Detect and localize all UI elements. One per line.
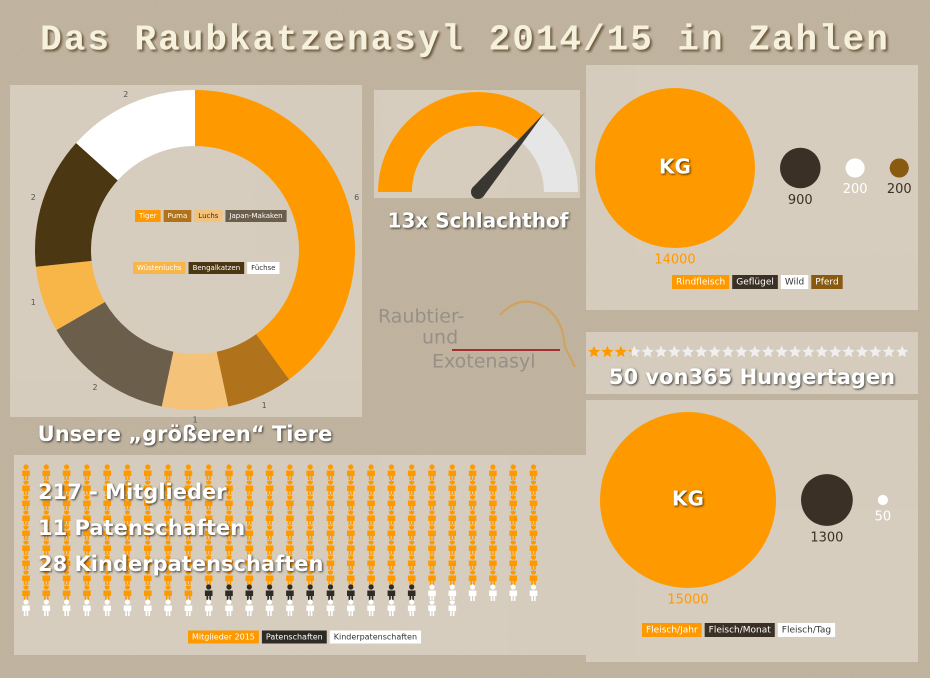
needle-hub [471, 185, 485, 199]
legend-label: Wild [785, 278, 804, 288]
data-label: 1 [31, 298, 36, 307]
legend-swatch [780, 275, 809, 289]
data-label: 1 [192, 416, 197, 425]
logo-line: und [422, 327, 458, 349]
legend-label: Bengalkatzen [193, 264, 241, 272]
data-label: 2 [93, 383, 98, 392]
donut-segment [35, 260, 105, 330]
legend-label: Japan-Makaken [228, 212, 282, 220]
page-title: Das Raubkatzenasyl 2014/15 in Zahlen [40, 20, 890, 61]
data-label: 1 [262, 401, 267, 410]
data-label: 15000 [667, 593, 708, 608]
donut-segment [56, 302, 174, 407]
legend-swatch [704, 623, 775, 637]
pictogram-icons [22, 464, 538, 601]
legend-label: Fleisch/Jahr [646, 626, 698, 636]
data-label: 900 [788, 193, 813, 208]
bubble [600, 412, 776, 588]
rating-label: 50 von365 Hungertagen [609, 365, 895, 389]
pictogram-label: 217 - Mitglieder [38, 480, 227, 504]
legend-swatch [811, 275, 843, 289]
donut-segment [195, 90, 355, 380]
legend-swatch [194, 210, 223, 222]
bubble-unit: KG [672, 487, 704, 511]
legend-label: Patenschaften [266, 633, 323, 642]
donut-segment [216, 334, 290, 407]
bubble [889, 158, 909, 178]
legend-label: Kinderpatenschaften [334, 633, 417, 642]
legend-label: Geflügel [736, 278, 774, 288]
legend-swatch [261, 630, 327, 644]
legend-swatch [225, 210, 287, 222]
data-label: 50 [875, 510, 892, 525]
legend-label: Fleisch/Tag [782, 626, 831, 636]
chart-title: Unsere „größeren“ Tiere [38, 422, 333, 446]
gauge-label: 13x Schlachthof [388, 209, 569, 233]
legend-swatch [188, 630, 259, 644]
bubble [780, 147, 821, 189]
bubble [801, 474, 853, 526]
pictogram-label: 11 Patenschaften [38, 516, 245, 540]
rating-stars-empty [587, 345, 909, 358]
legend-swatch [672, 275, 730, 289]
legend-label: Fleisch/Monat [709, 626, 772, 636]
panel [586, 332, 918, 394]
data-label: 2 [31, 193, 36, 202]
legend-label: Füchse [251, 264, 275, 272]
data-label: 1300 [810, 530, 843, 545]
gauge-fill [378, 92, 543, 192]
donut-segment [76, 90, 195, 181]
bubble [845, 158, 865, 178]
legend-label: Wüstenluchs [137, 264, 182, 272]
data-label: 2 [123, 90, 128, 99]
legend-label: Pferd [815, 278, 838, 288]
legend-label: Rindfleisch [676, 278, 725, 288]
donut-segment [34, 142, 118, 267]
donut-segment [161, 351, 229, 411]
logo-cat [499, 300, 576, 368]
legend-swatch [163, 210, 192, 222]
pictogram-icons [204, 584, 416, 601]
legend-swatch [777, 623, 836, 637]
pictogram-icons [22, 584, 538, 616]
legend-swatch [642, 623, 702, 637]
legend-swatch [133, 262, 186, 274]
legend-label: Mitglieder 2015 [192, 633, 255, 642]
bubble [877, 494, 888, 506]
data-label: 200 [887, 182, 912, 197]
legend-swatch [188, 262, 245, 274]
legend-swatch [135, 210, 161, 222]
legend-label: Puma [168, 212, 188, 220]
legend-label: Tiger [138, 212, 157, 220]
logo: Raubtier- und Exotenasyl [378, 300, 576, 373]
legend-swatch [247, 262, 280, 274]
pictogram-label: 28 Kinderpatenschaften [38, 552, 323, 576]
bubble [595, 88, 755, 248]
bubble-unit: KG [659, 155, 691, 179]
data-label: 6 [354, 193, 359, 202]
data-label: 14000 [654, 253, 695, 268]
legend-label: Luchs [198, 212, 218, 220]
legend-swatch [329, 630, 422, 644]
legend-swatch [732, 275, 778, 289]
rating-stars-filled [587, 345, 632, 358]
data-label: 200 [843, 182, 868, 197]
gauge-needle [472, 112, 545, 197]
logo-line: Raubtier- [378, 306, 464, 328]
logo-line: Exotenasyl [432, 351, 536, 373]
